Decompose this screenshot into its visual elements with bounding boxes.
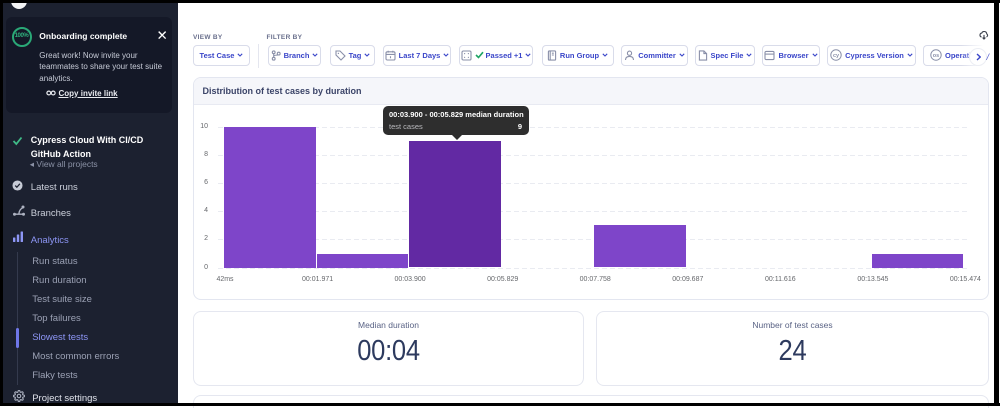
svg-text:cy: cy bbox=[833, 53, 840, 59]
svg-text:os: os bbox=[933, 53, 939, 59]
